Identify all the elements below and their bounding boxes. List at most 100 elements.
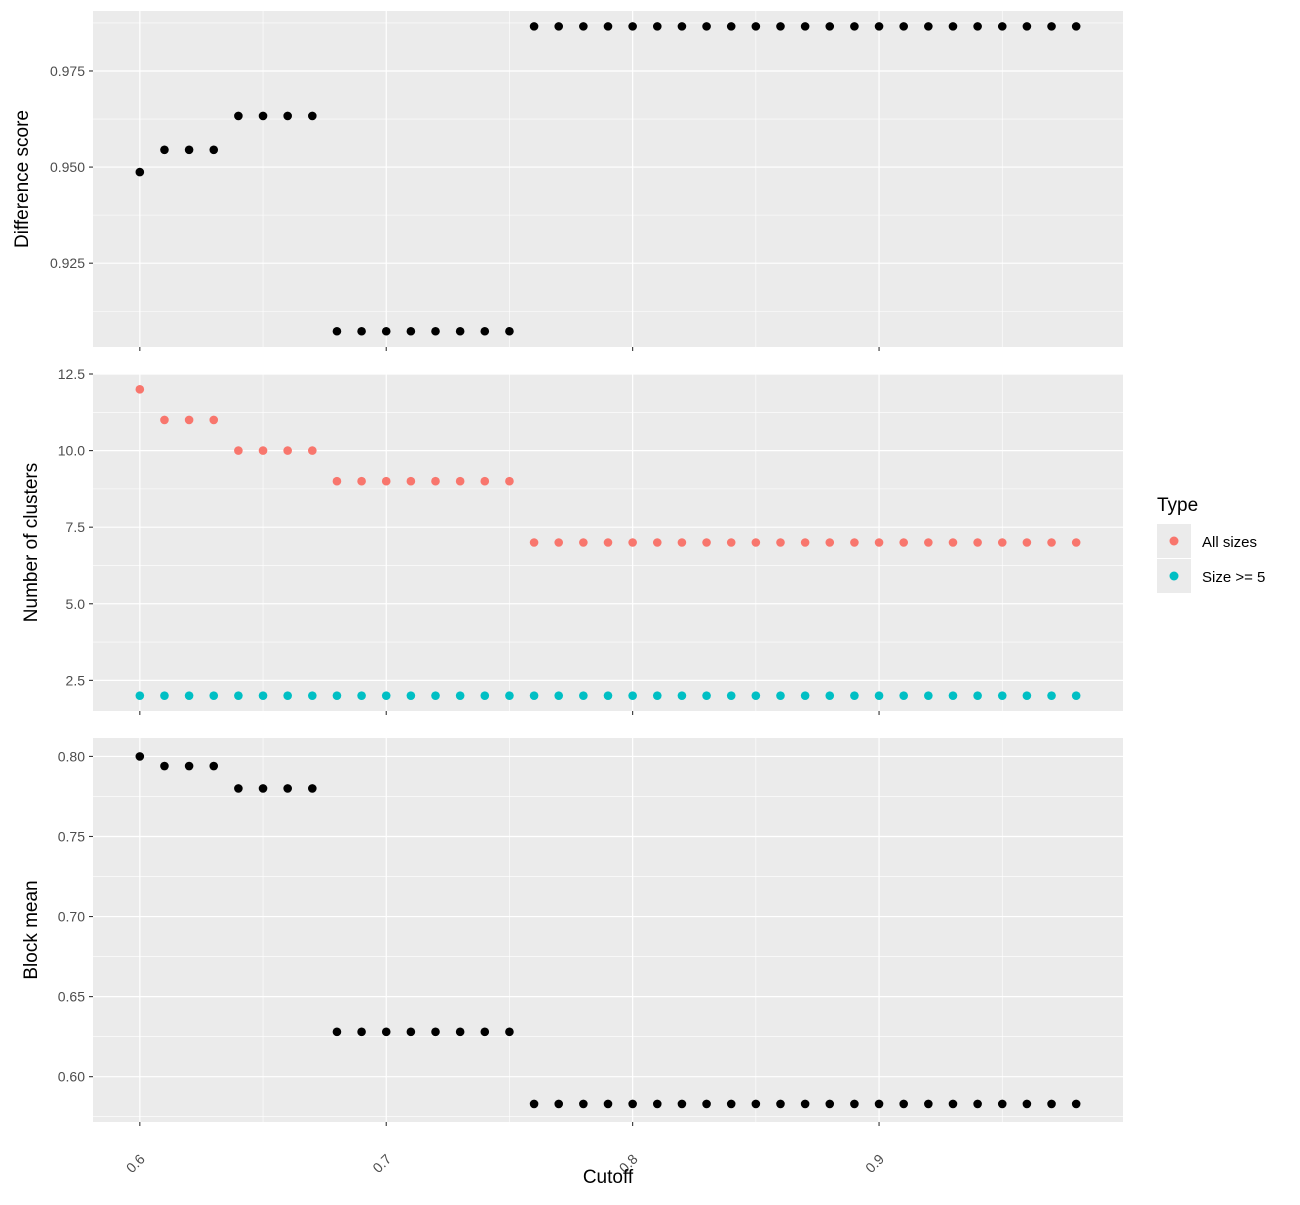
- data-point: [997, 1099, 1007, 1109]
- data-point: [1071, 1099, 1081, 1109]
- data-point: [529, 691, 539, 700]
- data-point: [677, 538, 687, 547]
- data-point: [677, 22, 687, 31]
- y-tick-label: 0.925: [50, 255, 85, 271]
- data-point: [997, 691, 1007, 700]
- data-point: [184, 691, 194, 700]
- data-point: [455, 476, 465, 486]
- data-point: [455, 326, 465, 336]
- data-point: [357, 326, 366, 336]
- data-point: [800, 22, 810, 31]
- y-tick-label: 0.950: [50, 159, 85, 175]
- data-point: [751, 538, 761, 547]
- y-tick-label: 10.0: [58, 443, 85, 459]
- data-point: [480, 1027, 490, 1037]
- data-point: [308, 784, 317, 793]
- data-point: [406, 326, 416, 336]
- data-point: [1022, 538, 1032, 547]
- data-point: [825, 691, 835, 700]
- data-point: [505, 691, 514, 700]
- data-point: [529, 538, 539, 547]
- y-axis-title: Number of clusters: [21, 463, 42, 622]
- data-point: [924, 691, 933, 700]
- data-point: [308, 691, 317, 700]
- data-point: [751, 1099, 761, 1109]
- data-point: [357, 476, 366, 486]
- data-point: [135, 385, 145, 394]
- data-point: [825, 538, 835, 547]
- data-point: [751, 691, 761, 700]
- data-point: [579, 22, 588, 31]
- data-point: [726, 691, 736, 700]
- data-point: [628, 22, 637, 31]
- data-point: [973, 538, 982, 547]
- legend-key-all-sizes: [1169, 536, 1179, 546]
- data-point: [776, 691, 785, 700]
- data-point: [554, 22, 564, 31]
- y-tick-label: 0.65: [58, 989, 85, 1005]
- y-tick-label: 7.5: [66, 519, 86, 535]
- data-point: [652, 538, 662, 547]
- data-point: [209, 691, 219, 700]
- data-point: [406, 476, 416, 486]
- data-point: [924, 1099, 933, 1109]
- data-point: [1047, 1099, 1056, 1109]
- data-point: [874, 538, 884, 547]
- y-tick-label: 0.80: [58, 748, 85, 764]
- data-point: [874, 691, 884, 700]
- data-point: [529, 22, 539, 31]
- data-point: [258, 784, 268, 793]
- data-point: [850, 538, 859, 547]
- data-point: [726, 1099, 736, 1109]
- panel-background: [93, 738, 1123, 1122]
- data-point: [505, 476, 514, 486]
- data-point: [332, 1027, 342, 1037]
- data-point: [628, 538, 637, 547]
- y-tick-label: 0.75: [58, 828, 85, 844]
- data-point: [1022, 691, 1032, 700]
- data-point: [160, 761, 169, 771]
- data-point: [554, 1099, 564, 1109]
- legend: Type All sizes Size >= 5: [1157, 495, 1265, 593]
- data-point: [899, 22, 908, 31]
- data-point: [1071, 538, 1081, 547]
- data-point: [234, 446, 243, 455]
- data-point: [381, 1027, 391, 1037]
- data-point: [332, 326, 342, 336]
- data-point: [160, 691, 169, 700]
- data-point: [258, 691, 268, 700]
- legend-label-all-sizes: All sizes: [1202, 534, 1257, 551]
- data-point: [800, 1099, 810, 1109]
- data-point: [702, 538, 711, 547]
- data-point: [480, 476, 490, 486]
- data-point: [209, 761, 219, 771]
- data-point: [997, 538, 1007, 547]
- data-point: [579, 691, 588, 700]
- data-point: [899, 1099, 908, 1109]
- data-point: [997, 22, 1007, 31]
- data-point: [431, 326, 440, 336]
- data-point: [209, 145, 219, 155]
- data-point: [1022, 1099, 1032, 1109]
- data-point: [381, 326, 391, 336]
- data-point: [652, 691, 662, 700]
- data-point: [529, 1099, 539, 1109]
- data-point: [702, 22, 711, 31]
- data-point: [357, 691, 366, 700]
- data-point: [283, 691, 292, 700]
- data-point: [603, 691, 613, 700]
- x-tick-label: 0.9: [862, 1151, 887, 1176]
- data-point: [850, 691, 859, 700]
- data-point: [603, 538, 613, 547]
- data-point: [135, 167, 145, 177]
- y-tick-label: 5.0: [66, 596, 86, 612]
- data-point: [948, 691, 958, 700]
- data-point: [652, 1099, 662, 1109]
- data-point: [1022, 22, 1032, 31]
- data-point: [1047, 22, 1056, 31]
- data-point: [579, 538, 588, 547]
- legend-label-size-ge-5: Size >= 5: [1202, 569, 1265, 586]
